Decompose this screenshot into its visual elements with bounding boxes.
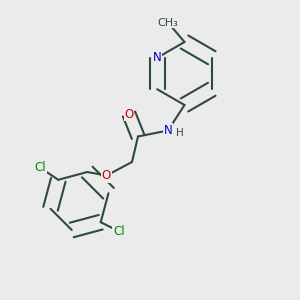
Text: Cl: Cl [34, 161, 46, 174]
Text: H: H [176, 128, 183, 138]
Text: N: N [153, 51, 162, 64]
Text: Cl: Cl [113, 225, 124, 238]
Text: CH₃: CH₃ [158, 17, 178, 28]
Text: N: N [164, 124, 172, 137]
Text: O: O [102, 169, 111, 182]
Text: O: O [124, 107, 134, 121]
